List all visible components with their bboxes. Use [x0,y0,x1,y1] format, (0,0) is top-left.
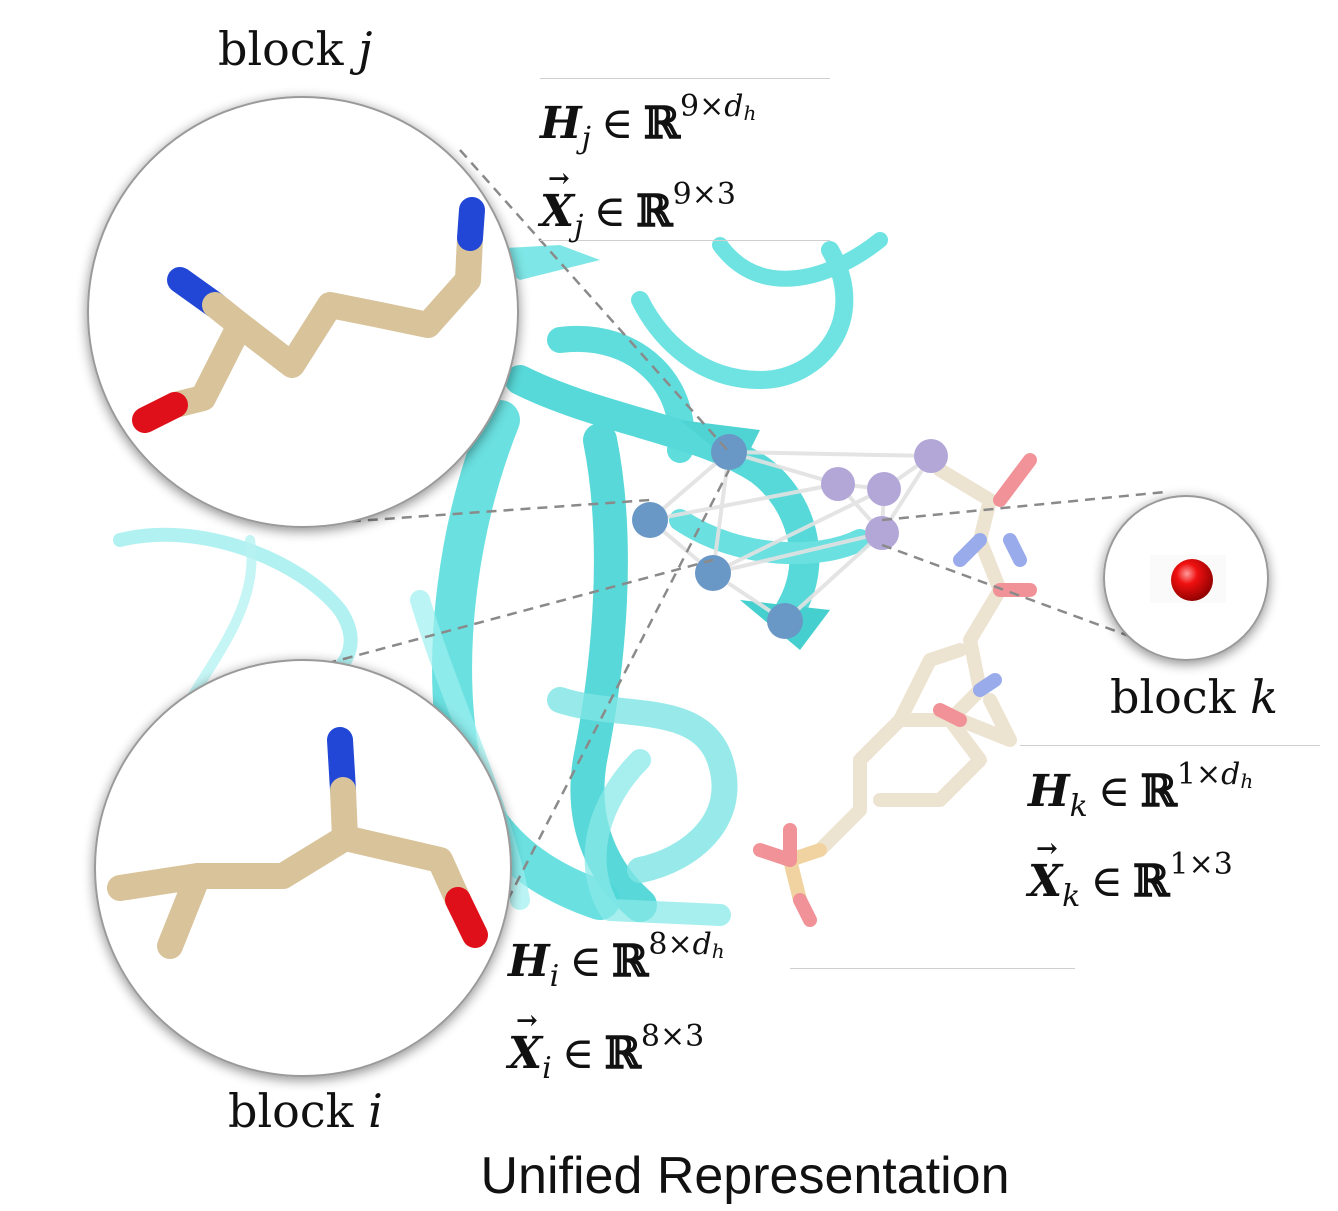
oxygen-atom [1171,559,1213,601]
zoom-circle-block-i [94,659,512,1077]
equation-H-j: Hj ∈ ℝ9×dh [540,89,757,156]
rule-k-top [1020,745,1320,746]
equation-X-j: Xj∈ℝ9×3 [540,166,736,242]
zoom-circle-block-k [1103,495,1269,661]
block-j-label: block j [218,22,373,76]
dashed-connectors [299,149,1166,916]
equation-X-i: Xi∈ℝ8×3 [508,1008,704,1084]
ligand-node [821,467,855,501]
ligand-sticks [753,453,1037,927]
block-i-label: block i [228,1084,383,1138]
equation-X-k: Xk∈ℝ1×3 [1028,836,1233,912]
protein-node [711,434,747,470]
equation-H-i: Hi ∈ ℝ8×dh [508,927,725,994]
rule-i-top [790,968,1075,969]
protein-node [695,555,731,591]
ligand-node [914,439,948,473]
equation-H-k: Hk ∈ ℝ1×dh [1028,757,1254,824]
block-k-label: block k [1110,670,1278,724]
protein-node [632,502,668,538]
rule-mid-j [540,240,830,241]
rule-top [540,78,830,79]
ligand-node [867,472,901,506]
figure-caption: Unified Representation [480,1147,1010,1205]
protein-node [767,603,803,639]
protein-ribbon [113,232,888,926]
zoom-circle-block-j [87,96,519,528]
ligand-node [865,516,899,550]
